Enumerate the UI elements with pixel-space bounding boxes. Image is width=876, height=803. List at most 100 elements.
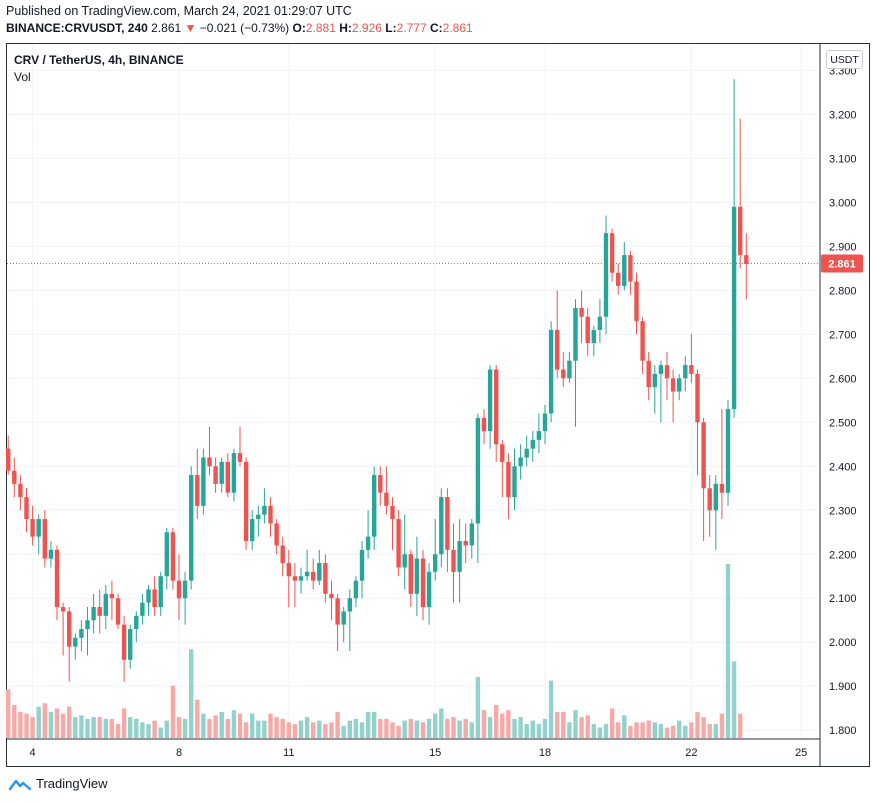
y-tick-label: 2.100 [829, 593, 857, 605]
candle-body [195, 475, 200, 506]
volume-bar [463, 718, 468, 738]
x-tick-label: 25 [795, 747, 807, 759]
volume-bar [219, 711, 224, 738]
volume-bar [298, 720, 304, 738]
candle-body [292, 576, 298, 581]
volume-bar [378, 718, 383, 738]
currency-button[interactable]: USDT [826, 50, 863, 69]
candle-body [396, 519, 401, 568]
volume-bar [182, 718, 188, 738]
volume-bar [701, 717, 706, 738]
candle-body [408, 554, 413, 594]
last-price-badge-label: 2.861 [828, 258, 856, 270]
candle-body [646, 360, 651, 388]
volume-bar [670, 725, 676, 738]
y-tick-label: 2.300 [829, 505, 857, 517]
volume-bar [512, 718, 517, 738]
high-value: 2.926 [351, 21, 382, 35]
candle-body [701, 422, 706, 489]
volume-bar [573, 710, 578, 738]
volume-bar [164, 720, 169, 738]
volume-bar [457, 720, 462, 738]
volume-bar [579, 717, 584, 738]
y-tick-label: 2.400 [829, 461, 857, 473]
volume-bar [713, 724, 718, 738]
published-caption: Published on TradingView.com, March 24, … [6, 4, 352, 18]
candle-body [18, 483, 23, 498]
candle-body [683, 365, 688, 379]
symbol-interval: BINANCE:CRVUSDT, 240 [6, 21, 148, 35]
candle-body [353, 580, 359, 599]
volume-bar [18, 711, 23, 738]
candle-body [256, 514, 261, 520]
volume-bar [487, 717, 493, 738]
volume-bar [658, 724, 664, 738]
volume-bar [109, 718, 115, 738]
candle-body [402, 554, 407, 568]
candle-body [494, 369, 499, 445]
tradingview-logo-icon [8, 779, 32, 790]
volume-bar [341, 725, 346, 738]
volume-bar [524, 724, 529, 738]
symbol-legend[interactable]: CRV / TetherUS, 4h, BINANCE [14, 53, 184, 67]
candle-body [725, 409, 731, 493]
y-tick-label: 2.900 [829, 241, 857, 253]
volume-bar [689, 722, 694, 738]
candle-body [134, 615, 139, 630]
volume-bar [451, 717, 456, 738]
candle-body [12, 470, 17, 484]
volume-bar [603, 724, 609, 738]
candle-body [54, 549, 60, 608]
candle-body [158, 576, 163, 608]
volume-bar [91, 717, 96, 738]
candle-body [280, 545, 285, 564]
candle-body [719, 483, 725, 493]
x-tick-label: 11 [283, 747, 294, 759]
volume-bar [213, 715, 218, 738]
candle-body [243, 461, 249, 542]
volume-bar [323, 724, 328, 738]
y-tick-label: 2.700 [829, 329, 857, 341]
volume-bar [79, 715, 84, 738]
candle-body [463, 541, 468, 546]
candle-body [311, 571, 316, 581]
candle-body [530, 439, 535, 449]
candle-body [451, 549, 456, 572]
candle-body [524, 448, 529, 458]
candle-body [121, 624, 127, 660]
candle-body [109, 593, 115, 599]
candle-body [579, 307, 584, 317]
volume-bar [250, 713, 255, 738]
volume-bar [677, 720, 682, 738]
volume-bar [12, 704, 17, 738]
volume-bar [384, 718, 389, 738]
volume-bar [597, 727, 603, 738]
volume-legend[interactable]: Vol [14, 70, 31, 84]
volume-bar [567, 722, 572, 738]
volume-bar [652, 722, 657, 738]
x-tick-label: 4 [30, 747, 36, 759]
volume-bar [683, 725, 688, 738]
candle-body [439, 497, 444, 555]
volume-bar [176, 717, 182, 738]
volume-bar [231, 710, 237, 738]
volume-bar [201, 713, 206, 738]
candle-body [164, 532, 169, 577]
volume-bar [54, 708, 60, 738]
candle-body [731, 206, 737, 410]
candle-body [420, 558, 426, 608]
volume-bar [725, 564, 731, 738]
tradingview-footer[interactable]: TradingView [8, 776, 108, 791]
y-tick-label: 3.000 [829, 197, 857, 209]
y-tick-label: 2.000 [829, 637, 857, 649]
volume-bar [695, 711, 700, 738]
candle-body [42, 519, 47, 559]
candle-body [622, 255, 627, 286]
volume-bar [634, 722, 639, 738]
volume-bar [628, 725, 633, 738]
high-label: H: [339, 21, 352, 35]
candle-body [664, 365, 670, 379]
volume-bar [280, 718, 285, 738]
candle-body [548, 329, 554, 414]
